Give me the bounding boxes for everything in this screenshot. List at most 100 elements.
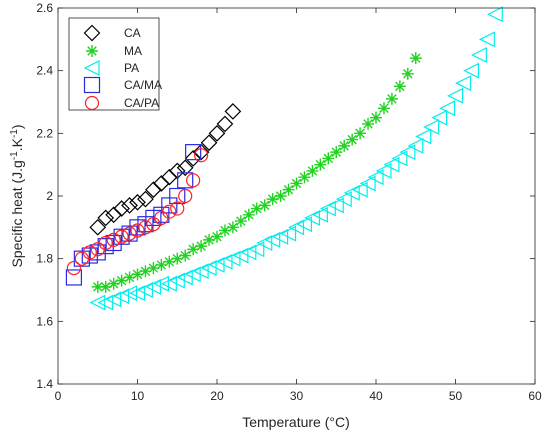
data-point (137, 190, 154, 208)
plot-frame (57, 7, 536, 385)
data-point (177, 172, 194, 189)
data-point (354, 127, 367, 140)
data-point (375, 162, 392, 179)
y-tick-label: 2 (46, 189, 53, 203)
data-point (216, 115, 234, 133)
data-point (312, 206, 328, 223)
data-point (139, 265, 152, 278)
data-point (91, 280, 104, 293)
legend-symbol-ma (86, 45, 98, 57)
data-point (250, 202, 263, 215)
legend-symbol-ca-ma (83, 76, 101, 94)
series-ca (89, 103, 242, 236)
y-tick-label: 2.2 (36, 126, 53, 140)
data-point (401, 67, 414, 80)
data-point (129, 193, 146, 211)
data-point (298, 171, 311, 184)
data-point (89, 294, 106, 311)
data-point (122, 226, 137, 241)
data-point (423, 119, 440, 136)
data-point (123, 271, 136, 284)
x-tick-label: 60 (528, 389, 542, 403)
data-point (367, 169, 384, 186)
x-axis-label: Temperature (°C) (242, 414, 350, 430)
data-point (194, 148, 209, 163)
data-point (98, 235, 113, 251)
data-point (226, 221, 239, 234)
data-point (130, 223, 145, 238)
data-point (280, 225, 297, 242)
data-point (66, 260, 82, 276)
data-point (351, 181, 368, 198)
y-tick-label: 1.6 (36, 314, 53, 328)
data-point (131, 268, 144, 281)
data-point (290, 177, 303, 190)
x-tick-label: 20 (210, 389, 224, 403)
data-point (178, 188, 193, 204)
x-tick-label: 10 (131, 389, 145, 403)
data-point (200, 134, 218, 152)
data-point (393, 80, 406, 93)
legend-symbol-pa (83, 60, 100, 76)
data-point (274, 190, 287, 202)
data-point (138, 220, 153, 235)
y-tick-label: 2.4 (36, 64, 53, 78)
data-point (296, 216, 313, 233)
data-point (330, 146, 343, 159)
y-axis-label: Specific heat (J.g-1.K-1) (9, 124, 25, 267)
y-tick-label: 1.8 (36, 252, 53, 266)
data-point (185, 144, 202, 161)
data-point (65, 269, 83, 286)
data-point (208, 124, 226, 142)
data-point (306, 164, 319, 177)
data-markers (65, 6, 503, 311)
legend: CA MA PA CA/MA CA/PA (68, 17, 162, 111)
x-axis-ticks: 0 10 20 30 40 50 60 (55, 8, 542, 403)
series-ca-pa (66, 148, 209, 276)
data-point (407, 137, 424, 154)
legend-label-ca: CA (124, 26, 141, 40)
data-point (431, 109, 448, 126)
data-point (115, 274, 128, 287)
data-point (163, 255, 176, 268)
legend-symbol-ca (83, 24, 101, 42)
data-point (171, 252, 184, 265)
data-point (211, 230, 223, 243)
data-point (121, 197, 138, 214)
data-point (153, 275, 169, 292)
data-point (89, 218, 107, 236)
data-point (399, 144, 416, 161)
x-tick-label: 30 (290, 389, 304, 403)
x-tick-label: 40 (369, 389, 383, 403)
legend-label-ca-pa: CA/PA (124, 96, 159, 110)
legend-label-pa: PA (124, 61, 139, 75)
data-point (218, 224, 231, 237)
data-point (82, 245, 97, 260)
data-point (486, 6, 503, 23)
data-point (327, 197, 344, 214)
data-point (377, 102, 390, 115)
legend-label-ma: MA (124, 44, 142, 58)
data-point (391, 150, 408, 167)
data-point (224, 103, 242, 120)
series-pa (89, 6, 503, 311)
data-point (107, 277, 120, 290)
legend-symbol-ca-pa (84, 95, 100, 111)
y-tick-label: 2.6 (36, 1, 53, 15)
data-point (248, 241, 265, 258)
data-point (176, 159, 194, 177)
data-point (322, 152, 335, 165)
y-tick-label: 1.4 (36, 377, 53, 391)
data-point (478, 31, 495, 48)
data-point (338, 139, 351, 152)
data-point (370, 111, 382, 124)
data-point (266, 193, 279, 206)
data-point (314, 158, 327, 171)
data-point (282, 183, 295, 196)
x-tick-label: 0 (55, 389, 62, 403)
data-point (186, 173, 201, 188)
data-point (170, 201, 185, 216)
data-point (471, 47, 487, 63)
data-point (195, 240, 208, 253)
